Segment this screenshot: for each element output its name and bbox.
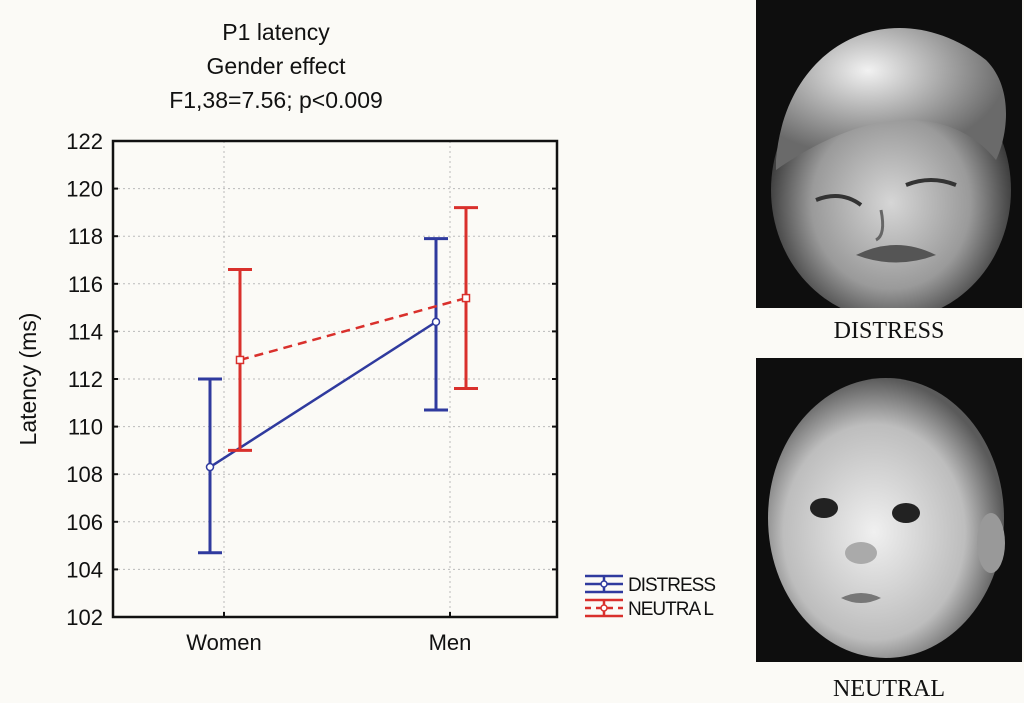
chart-title-line-1: P1 latency <box>222 19 330 45</box>
y-tick-label: 120 <box>66 177 103 202</box>
data-point <box>205 462 215 472</box>
data-point <box>461 293 471 303</box>
legend-label: DISTRESS <box>628 575 715 596</box>
y-axis-label: Latency (ms) <box>15 313 41 446</box>
data-point <box>431 317 441 327</box>
chart-title-line-2: Gender effect <box>207 53 347 79</box>
legend-marker <box>600 604 608 612</box>
y-axis-ticks: 102 104 106 108 110 112 114 116 118 120 122 <box>66 129 557 630</box>
neutral-photo <box>756 358 1022 662</box>
y-tick-label: 106 <box>66 510 103 535</box>
distress-photo <box>756 0 1022 308</box>
series-line-distress <box>209 320 437 469</box>
y-tick-label: 118 <box>68 224 103 249</box>
neutral-caption: NEUTRAL <box>833 676 945 702</box>
legend: DISTRESS NEUTRA L <box>585 574 716 620</box>
y-tick-label: 114 <box>68 319 103 344</box>
plot-frame <box>111 139 559 619</box>
chart: P1 latency Gender effect F1,38=7.56; p<0… <box>15 19 716 655</box>
crying-child-image <box>756 0 1022 308</box>
data-point <box>235 355 245 365</box>
y-tick-label: 116 <box>68 272 103 297</box>
y-tick-label: 108 <box>66 462 103 487</box>
y-tick-label: 122 <box>66 129 103 154</box>
series-group <box>198 206 478 555</box>
gridlines <box>113 141 557 617</box>
x-tick-label: Women <box>186 630 261 655</box>
neutral-baby-image <box>756 358 1022 662</box>
distress-caption: DISTRESS <box>833 318 945 344</box>
y-tick-label: 104 <box>66 557 103 582</box>
chart-title-line-3: F1,38=7.56; p<0.009 <box>169 87 383 113</box>
y-tick-label: 110 <box>68 415 103 440</box>
series-line-neutral <box>239 296 467 362</box>
y-tick-label: 102 <box>66 605 103 630</box>
x-tick-label: Men <box>429 630 472 655</box>
legend-marker <box>600 580 608 588</box>
y-tick-label: 112 <box>68 367 103 392</box>
x-axis-ticks: Women Men <box>186 612 471 655</box>
legend-label: NEUTRA L <box>628 599 713 620</box>
